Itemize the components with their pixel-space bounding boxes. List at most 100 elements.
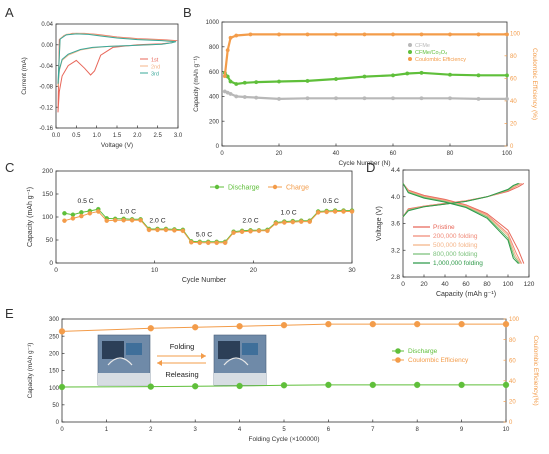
y-tick-label: 200 <box>209 119 220 125</box>
data-point <box>239 229 245 234</box>
data-point <box>282 220 287 225</box>
y-axis-label: Voltage (V) <box>376 206 383 241</box>
data-point <box>189 240 194 245</box>
x-tick-label: 1.0 <box>92 133 101 139</box>
data-point <box>265 228 270 234</box>
x-tick-label: 8 <box>416 427 420 433</box>
y-tick-label: 2.8 <box>391 274 400 281</box>
y-tick-label: 0.04 <box>41 22 53 28</box>
data-point <box>391 32 395 37</box>
x-axis-label: Cycle Number <box>182 277 227 284</box>
data-point <box>234 94 239 99</box>
legend-marker <box>408 57 412 61</box>
y-right-tick-label: 40 <box>509 379 516 385</box>
data-point <box>146 227 152 233</box>
data-point <box>234 82 239 86</box>
legend-marker <box>408 43 412 47</box>
data-point <box>332 209 338 214</box>
y-tick-label: 250 <box>49 334 60 340</box>
data-point <box>225 48 230 53</box>
x-tick-label: 1.5 <box>113 133 122 139</box>
legend-label: CFMe <box>415 43 430 49</box>
data-point <box>458 381 465 389</box>
panel-label-c: C <box>5 160 14 175</box>
y-tick-label: 100 <box>49 386 60 392</box>
y-tick-label: 0.00 <box>41 43 53 49</box>
x-tick-label: 2.5 <box>153 133 162 139</box>
data-point <box>254 95 259 100</box>
y-right-tick-label: 80 <box>509 338 516 344</box>
charge-curve-2 <box>402 182 521 218</box>
data-point <box>448 96 452 101</box>
data-point <box>405 71 410 76</box>
cv-curve-3rd <box>57 33 177 84</box>
data-point <box>502 381 510 389</box>
data-point <box>414 381 421 389</box>
legend-label: Coulombic Efficiency <box>415 57 466 63</box>
data-point <box>172 228 177 233</box>
data-point <box>315 210 321 215</box>
panel-label-d: D <box>366 160 375 175</box>
legend-label: CFMe/Co₃O₄ <box>415 50 448 56</box>
discharge-curve-0 <box>402 183 525 264</box>
x-axis-label: Voltage (V) <box>101 142 133 149</box>
folding-line-0 <box>61 384 506 388</box>
y-tick-label: 600 <box>209 70 220 76</box>
discharge-curve-3 <box>402 183 520 264</box>
charge-curve-3 <box>402 182 520 218</box>
legend-label: 2nd <box>151 65 160 71</box>
legend-label: Pristine <box>433 224 455 231</box>
legend-marker <box>272 184 278 190</box>
x-tick-label: 0 <box>220 151 224 157</box>
rate-annotation: 5.0 C <box>196 231 212 238</box>
x-axis-label: Cycle Number (N) <box>338 160 390 167</box>
data-point <box>505 96 509 101</box>
y-right-tick-label: 100 <box>509 317 520 323</box>
data-point <box>163 227 169 233</box>
x-tick-label: 20 <box>420 281 428 288</box>
panel-c-plot: 0 10 20 30 0 50 100 150 200 Cycle Number Capacity … <box>27 168 356 284</box>
y-tick-label: -0.04 <box>39 64 53 70</box>
data-point <box>277 79 281 84</box>
rate-annotation: 0.5 C <box>77 198 93 205</box>
y-tick-label: 100 <box>42 214 53 221</box>
y-right-tick-label: 100 <box>510 31 521 37</box>
inset-device <box>102 341 124 359</box>
data-point <box>214 240 219 246</box>
inset-base <box>98 373 150 385</box>
y-right-axis-label: Coulombic Efficiency(%) <box>532 335 539 405</box>
x-tick-label: 1 <box>105 427 109 433</box>
legend-label: 200,000 folding <box>433 233 478 240</box>
x-tick-label: 0 <box>401 281 405 288</box>
x-axis-label: Folding Cycle (×100000) <box>249 436 320 443</box>
data-point <box>299 219 304 224</box>
y-tick-label: -0.08 <box>39 85 53 91</box>
charge-curve-4 <box>402 182 519 218</box>
data-point <box>104 218 109 223</box>
data-point <box>236 382 243 390</box>
data-point <box>58 383 66 391</box>
series-band-2 <box>223 33 507 77</box>
data-point <box>222 74 227 79</box>
data-point <box>242 80 247 85</box>
discharge-curve-4 <box>402 183 519 264</box>
data-point <box>290 219 296 225</box>
x-tick-label: 40 <box>441 281 449 288</box>
y-tick-label: 1000 <box>206 20 220 26</box>
y-tick-label: 0 <box>216 144 220 150</box>
discharge-curve-1 <box>402 183 523 264</box>
data-point <box>502 320 510 328</box>
data-point <box>414 320 421 328</box>
y-tick-label: 400 <box>209 95 220 101</box>
series-band-1 <box>223 71 507 86</box>
data-point <box>349 209 355 214</box>
data-point <box>234 33 239 38</box>
data-point <box>277 32 281 37</box>
x-tick-label: 10 <box>503 427 510 433</box>
legend-label: Discharge <box>228 185 260 192</box>
x-tick-label: 0.5 <box>72 133 81 139</box>
data-point <box>248 32 253 37</box>
data-point <box>147 383 154 390</box>
inset-device <box>218 341 240 359</box>
